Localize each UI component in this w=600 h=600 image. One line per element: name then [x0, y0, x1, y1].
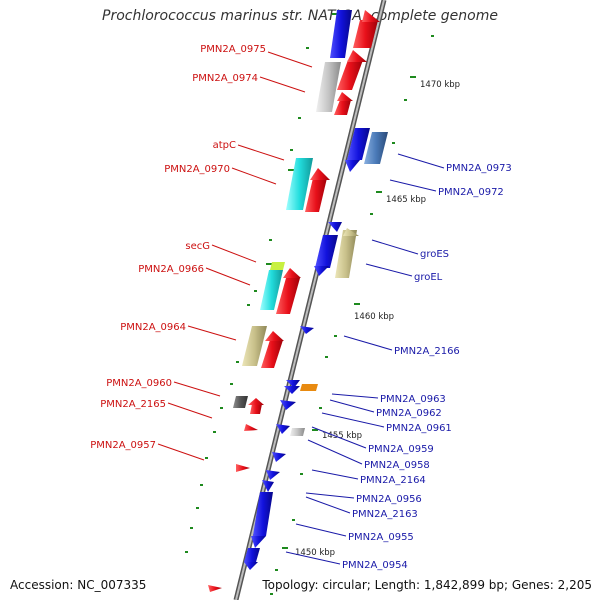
label-pmn2a-0970[interactable]: PMN2A_0970: [164, 164, 230, 175]
gene-arrow[interactable]: [347, 50, 367, 62]
label-pmn2a-2163[interactable]: PMN2A_2163: [352, 509, 418, 520]
scale-labels: 1470 kbp 1465 kbp 1460 kbp 1455 kbp 1450…: [295, 80, 460, 558]
gene-arrow[interactable]: [300, 326, 314, 334]
gene-arrow[interactable]: [272, 452, 286, 462]
gene-arrow[interactable]: [260, 270, 283, 310]
gene-arrow[interactable]: [283, 268, 301, 278]
gene-arrow[interactable]: [284, 386, 300, 394]
label-pmn2a-0972[interactable]: PMN2A_0972: [438, 187, 504, 198]
label-pmn2a-0960[interactable]: PMN2A_0960: [106, 378, 172, 389]
gene-arrow[interactable]: [276, 424, 290, 434]
gene-arrow[interactable]: [362, 10, 380, 22]
gene-arrow[interactable]: [337, 60, 363, 90]
gene-arrow[interactable]: [364, 132, 388, 164]
label-secg[interactable]: secG: [185, 241, 210, 252]
kbp-1470: 1470 kbp: [420, 80, 460, 90]
label-pmn2a-0957[interactable]: PMN2A_0957: [90, 440, 156, 451]
label-pmn2a-2166[interactable]: PMN2A_2166: [394, 346, 460, 357]
kbp-1460: 1460 kbp: [354, 312, 394, 322]
label-pmn2a-0963[interactable]: PMN2A_0963: [380, 394, 446, 405]
gene-arrow[interactable]: [208, 585, 222, 592]
gene-arrow[interactable]: [286, 158, 313, 210]
kbp-1450: 1450 kbp: [295, 548, 335, 558]
label-pmn2a-0975[interactable]: PMN2A_0975: [200, 44, 266, 55]
gene-arrow[interactable]: [335, 230, 357, 278]
gene-arrow[interactable]: [262, 480, 274, 492]
gene-arrow[interactable]: [248, 398, 264, 405]
gene-arrow[interactable]: [337, 92, 353, 101]
gene-arrow[interactable]: [345, 160, 360, 172]
label-pmn2a-0958[interactable]: PMN2A_0958: [364, 460, 430, 471]
gene-arrow[interactable]: [250, 404, 262, 414]
label-pmn2a-0954[interactable]: PMN2A_0954: [342, 560, 408, 571]
right-leaders: [285, 153, 445, 565]
gene-arrow[interactable]: [270, 262, 285, 270]
gene-arrow[interactable]: [242, 326, 267, 366]
gene-arrow[interactable]: [280, 400, 296, 410]
gene-arrow[interactable]: [244, 562, 258, 570]
right-labels: PMN2A_0973 PMN2A_0972 groES groEL PMN2A_…: [342, 163, 512, 571]
left-leaders: [157, 51, 313, 461]
gene-arrow[interactable]: [276, 278, 300, 314]
label-pmn2a-0964[interactable]: PMN2A_0964: [120, 322, 186, 333]
label-pmn2a-0955[interactable]: PMN2A_0955: [348, 532, 414, 543]
gene-arrow[interactable]: [353, 20, 378, 48]
accession: Accession: NC_007335: [10, 578, 147, 592]
label-pmn2a-0956[interactable]: PMN2A_0956: [356, 494, 422, 505]
kbp-1455: 1455 kbp: [322, 431, 362, 441]
gene-arrow[interactable]: [314, 266, 329, 276]
gene-arrow[interactable]: [305, 178, 327, 212]
genes: [208, 10, 388, 592]
left-labels: PMN2A_0975 PMN2A_0974 atpC PMN2A_0970 se…: [90, 44, 266, 451]
label-pmn2a-0962[interactable]: PMN2A_0962: [376, 408, 442, 419]
gene-arrow[interactable]: [316, 62, 341, 112]
label-pmn2a-0973[interactable]: PMN2A_0973: [446, 163, 512, 174]
gene-arrow[interactable]: [244, 548, 260, 562]
gene-arrow[interactable]: [328, 222, 342, 232]
gene-arrow[interactable]: [343, 228, 359, 236]
label-groes[interactable]: groES: [420, 249, 449, 260]
gene-arrow[interactable]: [261, 340, 283, 368]
gene-arrow[interactable]: [334, 100, 351, 115]
label-atpc[interactable]: atpC: [213, 140, 236, 151]
label-pmn2a-2164[interactable]: PMN2A_2164: [360, 475, 426, 486]
label-pmn2a-0961[interactable]: PMN2A_0961: [386, 423, 452, 434]
gene-arrow[interactable]: [266, 470, 280, 480]
label-pmn2a-0974[interactable]: PMN2A_0974: [192, 73, 258, 84]
scale-ticks: [185, 13, 434, 595]
gene-arrow[interactable]: [236, 464, 250, 472]
gene-arrow[interactable]: [315, 235, 338, 268]
gene-arrow[interactable]: [265, 331, 284, 341]
label-pmn2a-2165[interactable]: PMN2A_2165: [100, 399, 166, 410]
gene-arrow[interactable]: [253, 492, 273, 536]
gene-arrow[interactable]: [330, 10, 352, 58]
gene-arrow[interactable]: [290, 428, 305, 436]
kbp-1465: 1465 kbp: [386, 195, 426, 205]
gene-arrow[interactable]: [286, 380, 300, 388]
gene-arrow[interactable]: [310, 168, 330, 180]
label-pmn2a-0966[interactable]: PMN2A_0966: [138, 264, 204, 275]
gene-arrow[interactable]: [233, 396, 248, 408]
gene-arrow[interactable]: [347, 128, 370, 160]
label-pmn2a-0959[interactable]: PMN2A_0959: [368, 444, 434, 455]
gene-arrow[interactable]: [300, 384, 318, 391]
label-groel[interactable]: groEL: [414, 272, 443, 283]
map-title: Prochlorococcus marinus str. NATL2A, com…: [102, 8, 498, 24]
topology-info: Topology: circular; Length: 1,842,899 bp…: [262, 578, 592, 592]
gene-arrow[interactable]: [244, 424, 258, 431]
gene-arrow[interactable]: [251, 536, 266, 548]
